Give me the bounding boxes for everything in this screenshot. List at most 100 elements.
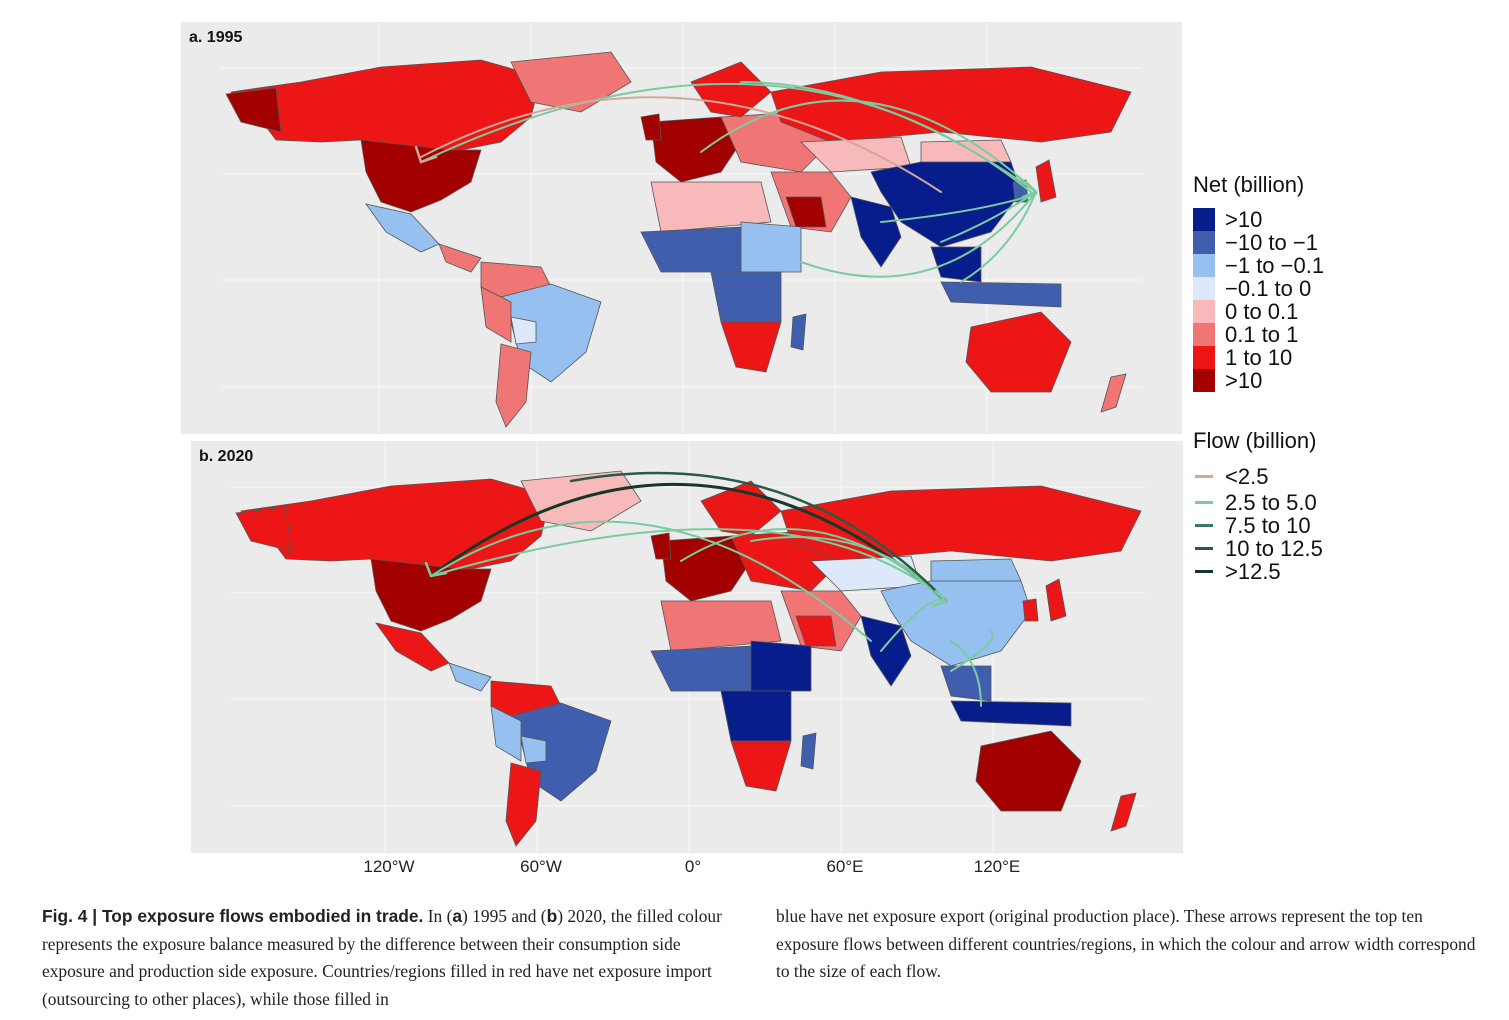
country-indonesia — [940, 281, 1062, 308]
legend-net-entry: 0.1 to 1 — [1193, 323, 1298, 346]
legend-swatch — [1193, 254, 1215, 277]
legend-label: 1 to 10 — [1225, 345, 1293, 370]
country-madagascar — [790, 313, 807, 351]
country-russia — [770, 66, 1132, 143]
legend-label: 7.5 to 10 — [1225, 513, 1311, 538]
panel-label-b: b. 2020 — [199, 448, 254, 465]
legend-label: −0.1 to 0 — [1225, 276, 1312, 301]
map-panel-2020: b. 2020 — [191, 441, 1183, 853]
map-panel-1995: a. 1995 — [181, 22, 1182, 434]
legend-label: −10 to −1 — [1225, 230, 1318, 255]
country-canada — [230, 59, 542, 153]
legend-swatch — [1193, 369, 1215, 392]
legend-label: 10 to 12.5 — [1225, 536, 1323, 561]
legend-swatch — [1193, 277, 1215, 300]
legend-flow-entry: >12.5 — [1193, 560, 1281, 583]
figure-caption-right: blue have net exposure export (original … — [776, 906, 1476, 981]
legend-label: >10 — [1225, 368, 1263, 393]
country-north-africa — [660, 600, 782, 652]
country-mexico — [365, 203, 440, 253]
country-australia — [965, 311, 1072, 393]
country-central-america — [438, 243, 482, 273]
country-west-africa — [640, 226, 742, 273]
flow-arc — [800, 191, 1037, 278]
legend-net-entry: >10 — [1193, 208, 1262, 231]
country-alaska — [225, 87, 282, 133]
flow-arrowhead — [414, 145, 438, 164]
flow-arrowhead — [1021, 180, 1039, 199]
x-tick-label: 60°W — [520, 857, 562, 876]
country-argentina-chile — [495, 343, 532, 428]
legend-net-entry: 1 to 10 — [1193, 346, 1292, 369]
country-argentina-chile — [505, 762, 542, 847]
country-south-africa — [720, 321, 782, 373]
flow-arrowhead — [424, 561, 448, 578]
legend-net-title: Net (billion) — [1193, 172, 1305, 197]
country-peru — [480, 286, 512, 343]
flow-arc — [420, 96, 942, 193]
legend-label: 0 to 0.1 — [1225, 299, 1299, 324]
legend-flow-entry: 2.5 to 5.0 — [1193, 491, 1317, 514]
country-saudi — [795, 615, 837, 647]
legend-line — [1195, 524, 1213, 527]
legend-flow-entry: <2.5 — [1193, 465, 1268, 488]
country-west-africa — [650, 645, 752, 692]
legend-swatch — [1193, 300, 1215, 323]
caption-text: In ( — [423, 906, 453, 926]
flow-arc — [950, 640, 982, 707]
flow-arrowhead — [931, 589, 949, 608]
country-se-asia — [940, 665, 992, 702]
legend-net-entry: −1 to −0.1 — [1193, 254, 1324, 277]
flow-arc — [940, 191, 1037, 243]
country-japan — [1045, 578, 1067, 622]
country-japan — [1035, 159, 1057, 203]
country-bolivia — [510, 316, 537, 345]
country-scandinavia — [690, 61, 772, 118]
country-uk — [640, 113, 662, 141]
legend-flow-title: Flow (billion) — [1193, 428, 1317, 453]
country-mexico — [375, 622, 450, 672]
country-australia — [975, 730, 1082, 812]
country-russia — [780, 485, 1142, 562]
legend-line — [1195, 475, 1213, 478]
country-usa — [360, 139, 482, 213]
legend-net-entry: 0 to 0.1 — [1193, 300, 1298, 323]
caption-panel-ref: a — [452, 906, 463, 926]
country-china — [880, 580, 1032, 667]
x-tick-label: 0° — [684, 857, 702, 876]
country-saudi — [785, 196, 827, 228]
figure-caption-left: Fig. 4 | Top exposure flows embodied in … — [42, 903, 747, 1013]
country-central-africa — [720, 690, 792, 742]
flow-arc — [740, 81, 1037, 193]
country-india — [860, 615, 912, 687]
legend-label: >10 — [1225, 207, 1263, 232]
country-korea — [1022, 598, 1039, 622]
country-kazakhstan — [800, 136, 912, 173]
world-map-2020 — [231, 441, 1146, 853]
legend-line — [1195, 501, 1213, 504]
country-india — [850, 196, 902, 268]
country-north-africa — [650, 181, 772, 233]
country-usa — [370, 558, 492, 632]
legend-label: 0.1 to 1 — [1225, 322, 1299, 347]
country-new-zealand — [1110, 792, 1137, 832]
legend-swatch — [1193, 346, 1215, 369]
caption-text: ) 1995 and ( — [462, 906, 547, 926]
country-alaska — [235, 506, 292, 552]
legend-net-entry: −10 to −1 — [1193, 231, 1318, 254]
legend-label: −1 to −0.1 — [1225, 253, 1325, 278]
world-map-1995 — [221, 22, 1141, 434]
country-china — [870, 161, 1022, 248]
flow-arc — [430, 528, 947, 602]
legend-label: >12.5 — [1225, 559, 1281, 584]
legend-net-entry: −0.1 to 0 — [1193, 277, 1311, 300]
country-bolivia — [520, 735, 547, 764]
caption-text: ) 2020, the filled colour represents the… — [42, 906, 722, 1009]
flow-arc — [429, 482, 948, 603]
panel-label-a: a. 1995 — [189, 29, 243, 46]
country-se-asia — [930, 246, 982, 283]
legend-net-entry: >10 — [1193, 369, 1262, 392]
legend-flow-entry: 10 to 12.5 — [1193, 537, 1323, 560]
x-tick-label: 120°E — [973, 857, 1021, 876]
legend-swatch — [1193, 323, 1215, 346]
